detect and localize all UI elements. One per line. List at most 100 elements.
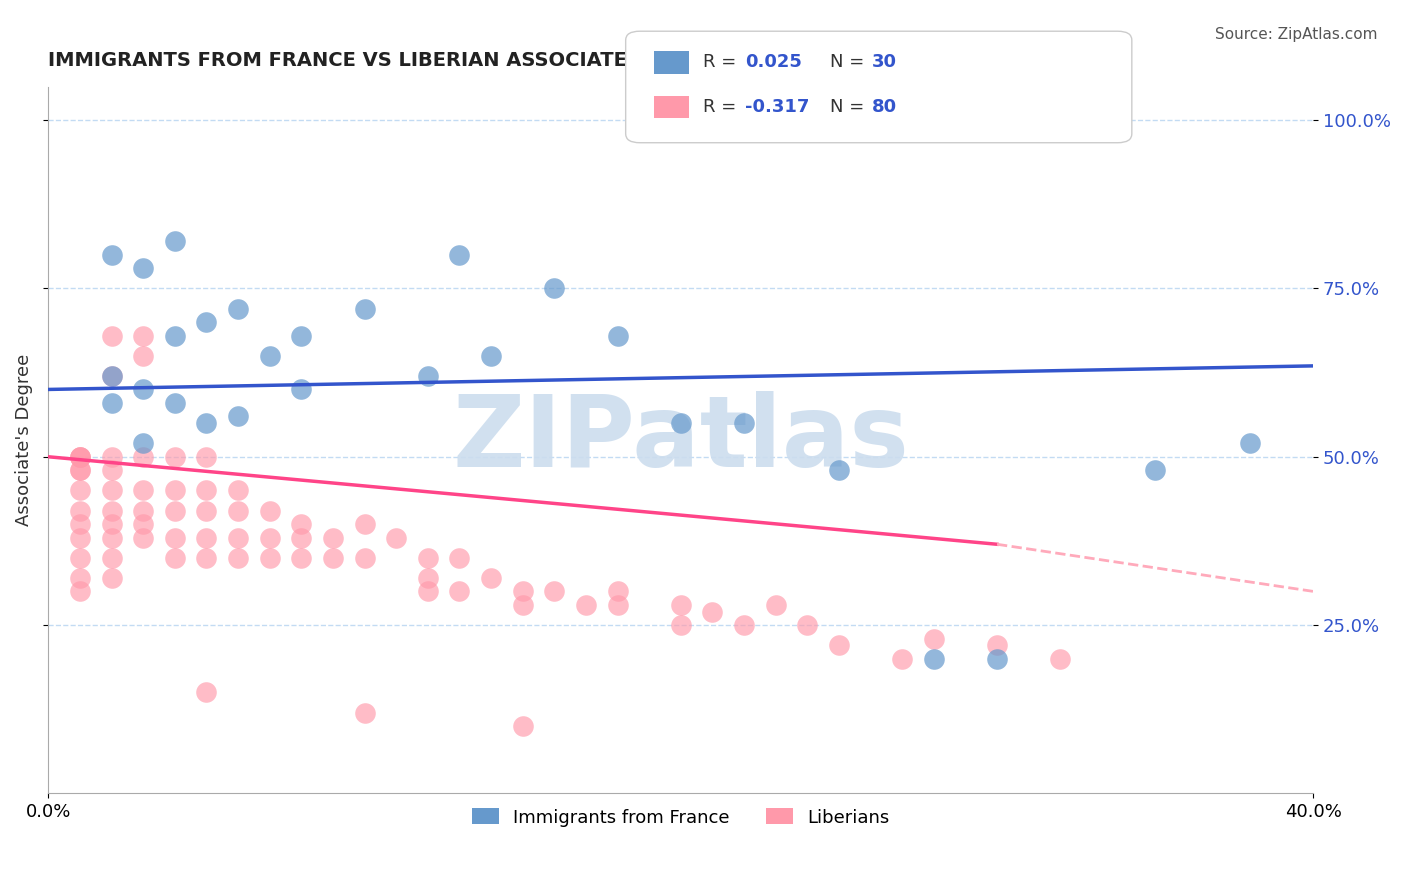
Point — [290, 383, 312, 397]
Point — [543, 281, 565, 295]
Point — [132, 383, 155, 397]
Point — [353, 301, 375, 316]
Point — [353, 517, 375, 532]
Point — [163, 483, 186, 498]
Point — [449, 550, 471, 565]
Point — [132, 261, 155, 276]
Point — [575, 598, 598, 612]
Point — [100, 450, 122, 464]
Point — [132, 349, 155, 363]
Point — [259, 503, 281, 517]
Point — [163, 450, 186, 464]
Point — [163, 550, 186, 565]
Text: N =: N = — [830, 54, 869, 71]
Text: 0.025: 0.025 — [745, 54, 801, 71]
Point — [69, 517, 91, 532]
Point — [132, 483, 155, 498]
Point — [132, 517, 155, 532]
Point — [290, 531, 312, 545]
Point — [132, 328, 155, 343]
Point — [385, 531, 408, 545]
Point — [606, 598, 628, 612]
Point — [1144, 463, 1167, 477]
Point — [512, 584, 534, 599]
Point — [353, 550, 375, 565]
Point — [69, 463, 91, 477]
Point — [69, 483, 91, 498]
Point — [100, 483, 122, 498]
Point — [163, 396, 186, 410]
Point — [322, 550, 344, 565]
Point — [986, 651, 1008, 665]
Point — [290, 550, 312, 565]
Point — [163, 235, 186, 249]
Point — [922, 651, 945, 665]
Point — [290, 517, 312, 532]
Point — [226, 550, 249, 565]
Point — [195, 450, 218, 464]
Point — [195, 531, 218, 545]
Point — [828, 638, 851, 652]
Point — [195, 416, 218, 430]
Point — [69, 571, 91, 585]
Point — [100, 248, 122, 262]
Point — [226, 503, 249, 517]
Point — [416, 550, 439, 565]
Point — [132, 436, 155, 450]
Point — [226, 483, 249, 498]
Point — [669, 618, 692, 632]
Point — [100, 550, 122, 565]
Point — [69, 463, 91, 477]
Legend: Immigrants from France, Liberians: Immigrants from France, Liberians — [464, 801, 897, 834]
Text: N =: N = — [830, 98, 869, 116]
Point — [606, 328, 628, 343]
Text: ZIPatlas: ZIPatlas — [453, 392, 910, 489]
Point — [100, 571, 122, 585]
Point — [259, 550, 281, 565]
Point — [986, 638, 1008, 652]
Text: 30: 30 — [872, 54, 897, 71]
Point — [1049, 651, 1071, 665]
Point — [100, 517, 122, 532]
Y-axis label: Associate's Degree: Associate's Degree — [15, 354, 32, 526]
Point — [195, 685, 218, 699]
Point — [479, 349, 502, 363]
Point — [290, 328, 312, 343]
Point — [195, 483, 218, 498]
Point — [259, 531, 281, 545]
Point — [195, 315, 218, 329]
Point — [353, 706, 375, 720]
Point — [226, 301, 249, 316]
Point — [69, 584, 91, 599]
Point — [543, 584, 565, 599]
Point — [69, 531, 91, 545]
Point — [69, 450, 91, 464]
Point — [100, 369, 122, 384]
Point — [606, 584, 628, 599]
Point — [226, 409, 249, 424]
Point — [512, 598, 534, 612]
Point — [69, 450, 91, 464]
Point — [479, 571, 502, 585]
Point — [195, 503, 218, 517]
Point — [449, 584, 471, 599]
Point — [416, 571, 439, 585]
Point — [259, 349, 281, 363]
Point — [1239, 436, 1261, 450]
Point — [669, 598, 692, 612]
Point — [828, 463, 851, 477]
Point — [195, 550, 218, 565]
Point — [449, 248, 471, 262]
Point — [891, 651, 914, 665]
Point — [922, 632, 945, 646]
Text: R =: R = — [703, 54, 742, 71]
Point — [132, 450, 155, 464]
Point — [163, 503, 186, 517]
Point — [69, 450, 91, 464]
Point — [765, 598, 787, 612]
Point — [416, 369, 439, 384]
Point — [163, 328, 186, 343]
Point — [702, 605, 724, 619]
Point — [512, 719, 534, 733]
Text: IMMIGRANTS FROM FRANCE VS LIBERIAN ASSOCIATE'S DEGREE CORRELATION CHART: IMMIGRANTS FROM FRANCE VS LIBERIAN ASSOC… — [48, 51, 981, 70]
